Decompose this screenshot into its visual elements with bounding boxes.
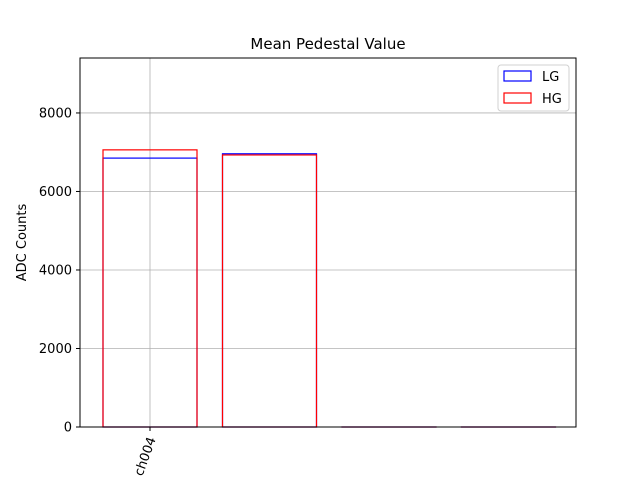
grid-layer [80,58,576,428]
legend-label-lg: LG [542,70,559,85]
legend: LG HG [497,64,570,112]
bar-hg-1 [221,154,318,428]
legend-label-hg: HG [542,92,562,107]
chart-title: Mean Pedestal Value [250,35,405,53]
x-tick-label: ch004 [132,435,160,478]
y-tick-label: 4000 [39,263,72,278]
y-tick-label: 8000 [39,106,72,121]
legend-box [497,64,570,112]
y-tick-label: 6000 [39,185,72,200]
plot-frame [79,57,577,428]
legend-swatch-hg [503,92,532,104]
bar-lg-1 [221,153,318,428]
legend-swatch-lg [503,70,532,82]
y-tick-label: 2000 [39,342,72,357]
ticks-layer: 0 2000 4000 6000 8000 ch004 [39,106,160,478]
y-axis-label: ADC Counts [15,204,30,282]
y-tick-label: 0 [64,421,72,436]
